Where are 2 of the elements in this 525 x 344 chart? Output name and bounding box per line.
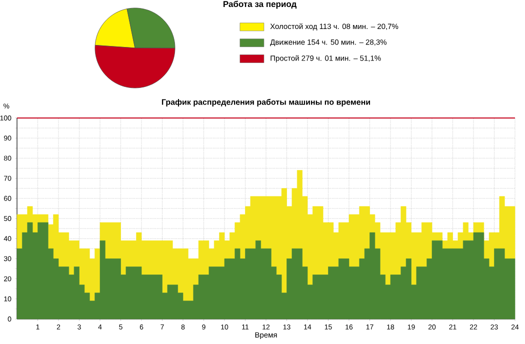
- chart-title: Работа за период: [224, 0, 297, 9]
- chart-title: График распределения работы машины по времени: [162, 98, 370, 106]
